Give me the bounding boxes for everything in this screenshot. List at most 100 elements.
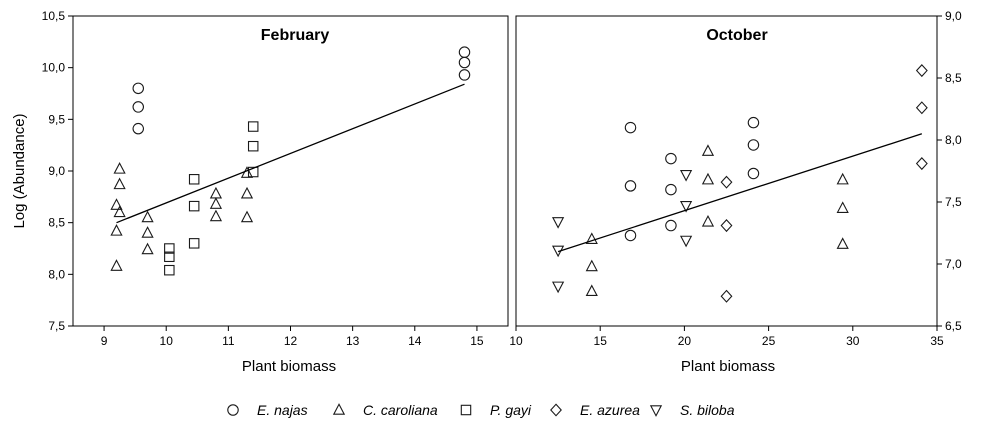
y-tick-label: 10,5 — [42, 9, 66, 23]
data-point-c-caroliana — [113, 205, 126, 218]
data-point-s-biloba — [551, 217, 565, 229]
data-point-e-najas — [132, 122, 145, 135]
x-tick-label: 14 — [408, 334, 422, 348]
data-point-e-najas — [665, 219, 677, 232]
legend-marker-e-najas — [227, 404, 239, 416]
data-point-c-caroliana — [836, 172, 849, 185]
legend-label-e-azurea: E. azurea — [580, 402, 640, 418]
data-point-s-biloba — [551, 281, 565, 294]
data-point-e-azurea — [720, 175, 733, 189]
data-point-p-gayi — [188, 238, 200, 249]
data-point-e-najas — [747, 167, 760, 180]
legend-marker-c-caroliana — [332, 403, 346, 415]
markers-february — [110, 46, 471, 276]
data-point-c-caroliana — [209, 209, 223, 222]
data-point-c-caroliana — [585, 284, 598, 297]
y-tick-label: 7,5 — [945, 195, 962, 209]
data-point-c-caroliana — [701, 214, 715, 227]
data-point-e-najas — [665, 152, 677, 165]
markers-october — [551, 64, 928, 303]
legend-marker-p-gayi — [460, 404, 472, 416]
data-point-p-gayi — [188, 200, 200, 212]
data-point-e-azurea — [915, 64, 928, 78]
y-tick-label: 7,0 — [945, 257, 962, 271]
x-ticks-october: 10 15 20 25 30 35 — [509, 326, 944, 348]
data-point-s-biloba — [679, 169, 693, 182]
data-point-c-caroliana — [209, 197, 223, 209]
data-point-c-caroliana — [701, 172, 715, 185]
y-tick-label: 8,5 — [945, 71, 962, 85]
data-point-c-caroliana — [240, 210, 254, 223]
legend-label-s-biloba: S. biloba — [680, 402, 735, 418]
legend-item-c-caroliana: C. caroliana — [332, 402, 438, 418]
panel-title-october: October — [706, 27, 767, 44]
legend-item-e-azurea: E. azurea — [550, 402, 640, 418]
legend-marker-diamond — [550, 403, 562, 417]
x-tick-label: 15 — [594, 334, 608, 348]
data-point-c-caroliana — [113, 177, 126, 190]
x-tick-label: 11 — [222, 334, 235, 348]
legend-marker-s-biloba — [649, 405, 663, 417]
data-point-p-gayi — [188, 174, 200, 185]
y-tick-label: 10,0 — [42, 61, 66, 75]
x-tick-label: 12 — [284, 334, 298, 348]
panel-title-february: February — [261, 27, 330, 44]
x-axis-label-february: Plant biomass — [242, 358, 336, 375]
data-point-c-caroliana — [110, 259, 123, 271]
legend-marker-triangle-down — [649, 405, 663, 417]
x-tick-label: 30 — [846, 334, 860, 348]
trendline-october — [557, 133, 923, 253]
plot-frame-february — [72, 15, 509, 327]
y-tick-label: 8,0 — [48, 267, 65, 281]
x-tick-label: 13 — [346, 334, 360, 348]
legend-item-e-najas: E. najas — [227, 402, 308, 418]
data-point-c-caroliana — [141, 226, 154, 238]
data-point-p-gayi — [164, 251, 175, 263]
panel-october: October Plant biomass 10 15 20 25 30 35 6,5 7,… — [509, 9, 962, 375]
x-ticks-february: 9 10 11 12 13 14 15 — [101, 326, 484, 348]
x-tick-label: 15 — [470, 334, 484, 348]
data-point-e-najas — [624, 180, 637, 192]
y-tick-label: 9,0 — [945, 9, 962, 23]
legend-label-e-najas: E. najas — [257, 402, 308, 418]
legend-marker-e-azurea — [550, 403, 562, 417]
data-point-e-najas — [747, 139, 760, 151]
data-point-e-najas — [132, 82, 145, 95]
legend-label-c-caroliana: C. caroliana — [363, 402, 438, 418]
plot-frame-october — [515, 15, 938, 327]
data-point-c-caroliana — [836, 237, 849, 249]
data-point-c-caroliana — [240, 186, 254, 199]
y-ticks-february: 7,5 8,0 8,5 9,0 9,5 10,0 10,5 — [42, 9, 73, 333]
y-tick-label: 9,0 — [48, 164, 65, 178]
data-point-e-najas — [624, 121, 637, 134]
data-point-c-caroliana — [110, 198, 123, 210]
data-point-p-gayi — [164, 264, 175, 276]
data-point-s-biloba — [679, 200, 693, 213]
y-ticks-october: 6,5 7,0 7,5 8,0 8,5 9,0 — [937, 9, 962, 333]
x-tick-label: 35 — [930, 334, 944, 348]
data-point-c-caroliana — [701, 144, 715, 156]
data-point-c-caroliana — [836, 201, 849, 213]
x-tick-label: 10 — [509, 334, 523, 348]
data-point-e-najas — [132, 101, 145, 113]
y-tick-label: 6,5 — [945, 319, 962, 333]
legend: E. najas C. caroliana P. gayi E. azurea … — [227, 402, 735, 418]
data-point-e-najas — [665, 183, 677, 196]
data-point-p-gayi — [247, 121, 259, 132]
data-point-p-gayi — [164, 243, 175, 254]
data-point-c-caroliana — [113, 162, 126, 174]
data-point-c-caroliana — [209, 186, 223, 199]
data-point-c-caroliana — [141, 210, 154, 223]
legend-item-p-gayi: P. gayi — [460, 402, 532, 418]
y-axis-label: Log (Abundance) — [11, 113, 28, 228]
data-point-e-azurea — [915, 157, 928, 171]
x-axis-label-october: Plant biomass — [681, 358, 775, 375]
x-tick-label: 10 — [160, 334, 174, 348]
data-point-p-gayi — [247, 166, 259, 178]
y-tick-label: 8,0 — [945, 133, 962, 147]
data-point-e-najas — [458, 46, 471, 58]
data-point-e-najas — [747, 116, 760, 129]
data-point-p-gayi — [247, 140, 259, 152]
legend-item-s-biloba: S. biloba — [649, 402, 735, 418]
